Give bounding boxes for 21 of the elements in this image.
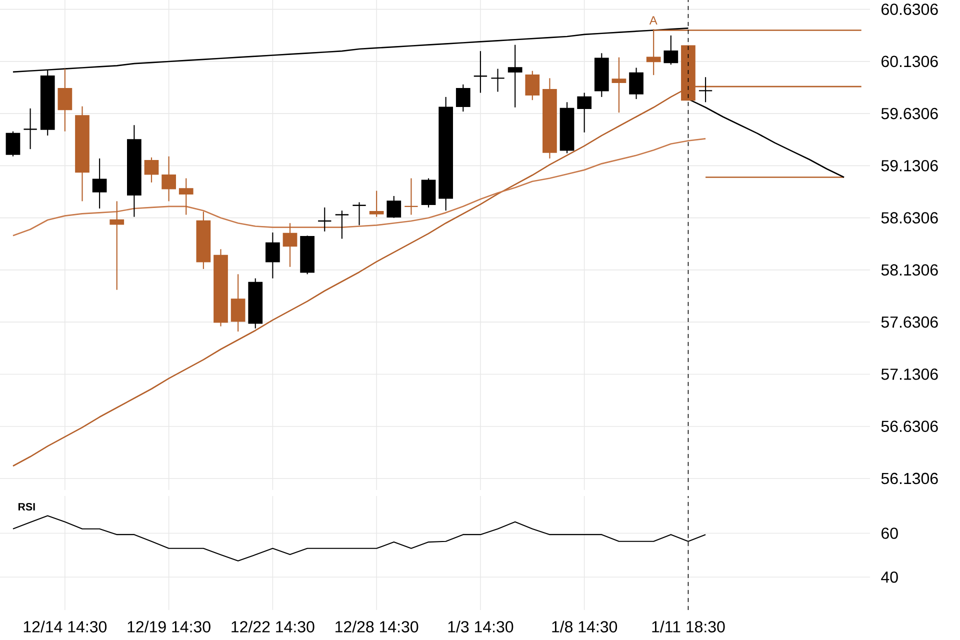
- x-tick-label: 12/14 14:30: [24, 620, 107, 632]
- y-tick-label: 56.6306: [881, 420, 938, 432]
- x-tick-label: 1/3 14:30: [448, 620, 514, 632]
- x-tick-label: 1/11 18:30: [652, 620, 725, 632]
- y-tick-label: 58.6306: [881, 212, 938, 224]
- x-tick-label: 1/8 14:30: [552, 620, 618, 632]
- x-tick-label: 12/22 14:30: [232, 620, 314, 632]
- text: RSI: [18, 502, 35, 511]
- y-tick-label: 59.1306: [881, 160, 938, 172]
- y-tick-label: 59.6306: [881, 108, 938, 120]
- y-tick-label: 40: [881, 571, 898, 583]
- y-tick-label: 60.1306: [882, 56, 938, 68]
- y-tick-label: 60: [882, 528, 898, 539]
- y-tick-label: 60.6306: [882, 4, 938, 15]
- x-tick-label: 12/28 14:30: [336, 620, 418, 632]
- x-tick-label: 12/19 14:30: [128, 620, 210, 632]
- y-tick-label: 57.6306: [881, 316, 938, 328]
- y-tick-label: 58.1306: [881, 264, 938, 276]
- y-tick-label: 56.1306: [881, 472, 938, 484]
- annotation: A: [649, 16, 658, 24]
- y-tick-label: 57.1306: [881, 368, 938, 380]
